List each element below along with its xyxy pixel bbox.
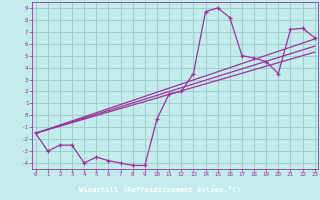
Text: Windchill (Refroidissement éolien,°C): Windchill (Refroidissement éolien,°C) — [79, 186, 241, 193]
